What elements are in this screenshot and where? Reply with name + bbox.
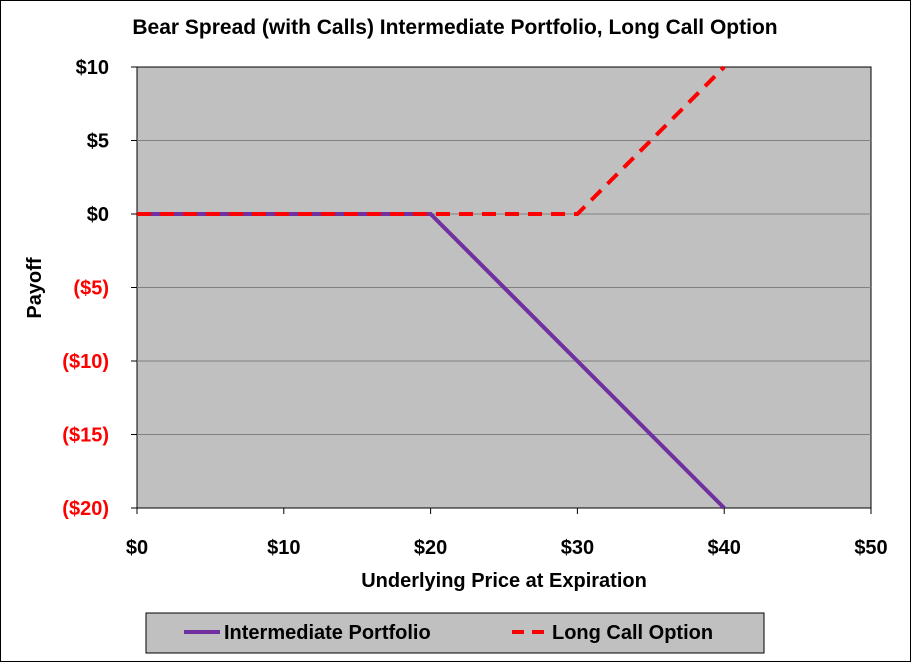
- legend-box: [145, 612, 765, 654]
- y-tick-label: ($5): [73, 278, 109, 300]
- x-axis-title: Underlying Price at Expiration: [361, 570, 647, 592]
- y-tick-label: $10: [76, 57, 109, 79]
- chart-title: Bear Spread (with Calls) Intermediate Po…: [132, 16, 777, 39]
- y-tick-label: ($15): [62, 425, 109, 447]
- y-tick-label: $5: [87, 131, 109, 153]
- x-axis-ticks: $0 $10 $20 $30 $40 $50: [126, 508, 888, 559]
- legend-label-1: Intermediate Portfolio: [224, 622, 431, 644]
- y-axis-ticks: $10 $5 $0 ($5) ($10) ($15) ($20): [62, 57, 137, 520]
- legend-label-2: Long Call Option: [552, 622, 713, 644]
- x-tick-label: $50: [854, 537, 887, 559]
- series-lines: [137, 65, 726, 510]
- y-axis-title: Payoff: [24, 257, 46, 318]
- x-tick-label: $40: [708, 537, 741, 559]
- x-tick-label: $0: [126, 537, 148, 559]
- y-tick-label: ($20): [62, 498, 109, 520]
- x-tick-label: $10: [267, 537, 300, 559]
- x-tick-label: $20: [414, 537, 447, 559]
- y-tick-label: $0: [87, 204, 109, 226]
- legend: Intermediate Portfolio Long Call Option: [184, 622, 713, 644]
- series-line-2: [137, 65, 726, 216]
- x-tick-label: $30: [561, 537, 594, 559]
- y-tick-label: ($10): [62, 351, 109, 373]
